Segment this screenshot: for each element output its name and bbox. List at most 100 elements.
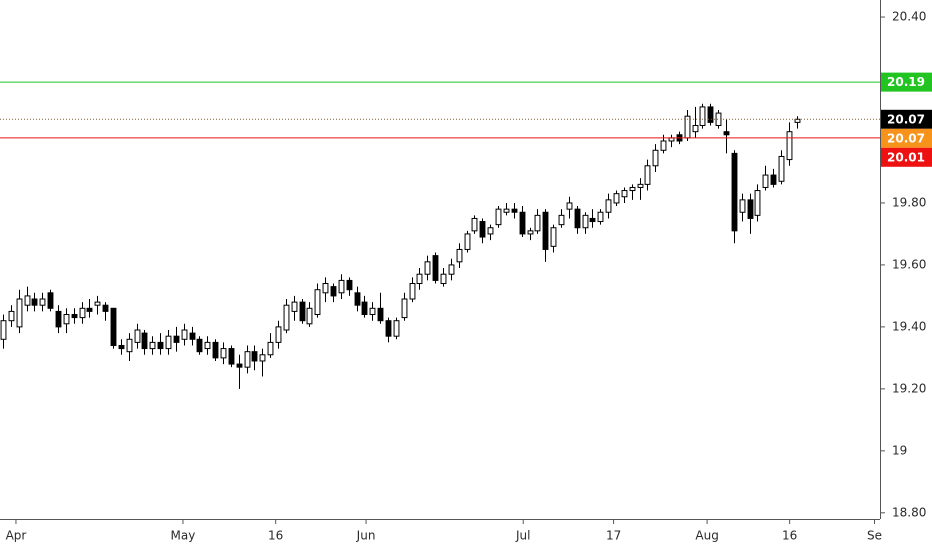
candle-body xyxy=(283,304,290,331)
level-label-bg xyxy=(881,109,932,129)
candle-body xyxy=(196,338,203,353)
x-tick-label: Apr xyxy=(6,529,27,543)
candle-body xyxy=(605,199,612,213)
candle-body xyxy=(377,307,384,322)
candle-body xyxy=(660,140,667,151)
candle-body xyxy=(314,289,321,315)
candle-body xyxy=(416,273,423,285)
candle-body xyxy=(204,341,211,350)
candle-body xyxy=(47,292,54,309)
candle-body xyxy=(228,348,235,365)
candle-body xyxy=(637,183,644,188)
candle-body xyxy=(794,118,801,123)
candle-body xyxy=(393,320,400,337)
level-label: 20.19 xyxy=(887,75,925,89)
candle-body xyxy=(503,208,510,213)
candle-body xyxy=(582,214,589,229)
candle-body xyxy=(306,307,313,325)
candle-body xyxy=(63,313,70,325)
candle-body xyxy=(369,307,376,315)
x-tick-label: 16 xyxy=(782,529,797,543)
candle-body xyxy=(385,320,392,337)
level-label-bg xyxy=(881,72,932,92)
candle-body xyxy=(330,286,337,297)
y-tick-label: 19 xyxy=(892,443,907,457)
candle-body xyxy=(747,199,754,219)
candle-body xyxy=(652,149,659,167)
candle-body xyxy=(346,279,353,291)
candle-body xyxy=(401,298,408,319)
candle-body xyxy=(0,320,7,340)
level-label-bg xyxy=(881,128,932,148)
candle-body xyxy=(542,211,549,250)
candle-body xyxy=(440,273,447,285)
candle-body xyxy=(409,283,416,300)
candle-body xyxy=(212,341,219,359)
candle-body xyxy=(55,310,62,328)
y-tick-label: 20.40 xyxy=(892,10,926,24)
candle-body xyxy=(692,124,699,133)
candle-body xyxy=(456,248,463,263)
x-tick-label: Aug xyxy=(695,529,718,543)
x-tick-label: Jun xyxy=(356,529,376,543)
candle-body xyxy=(259,354,266,362)
candle-body xyxy=(267,341,274,356)
candle-body xyxy=(464,233,471,250)
y-tick-label: 19.60 xyxy=(892,257,926,271)
candle-body xyxy=(479,221,486,238)
candle-body xyxy=(361,301,368,315)
candle-body xyxy=(707,106,714,123)
candle-body xyxy=(448,264,455,275)
level-label-bg xyxy=(881,147,932,167)
x-tick-label: 16 xyxy=(268,529,283,543)
candle-body xyxy=(558,214,565,226)
candle-body xyxy=(338,279,345,294)
candle-body xyxy=(566,202,573,210)
candle-body xyxy=(94,301,101,306)
level-label: 20.07 xyxy=(887,112,925,126)
candle-body xyxy=(629,186,636,192)
candle-body xyxy=(322,283,329,294)
candle-body xyxy=(102,304,109,312)
candle-body xyxy=(739,199,746,213)
candle-body xyxy=(762,174,769,188)
candle-body xyxy=(244,351,251,368)
candle-body xyxy=(8,310,15,322)
candle-body xyxy=(487,227,494,235)
x-tick-label: May xyxy=(171,529,196,543)
candle-body xyxy=(275,326,282,343)
candle-body xyxy=(71,313,78,319)
candle-body xyxy=(189,332,196,340)
y-tick-label: 19.80 xyxy=(892,195,926,209)
candle-body xyxy=(723,131,730,136)
candle-body xyxy=(786,131,793,161)
y-tick-label: 19.20 xyxy=(892,381,926,395)
candle-body xyxy=(165,335,172,350)
x-tick-label: Se xyxy=(867,529,882,543)
candle-body xyxy=(291,301,298,312)
candle-body xyxy=(597,211,604,223)
candle-body xyxy=(299,301,306,322)
level-label: 20.01 xyxy=(887,150,925,164)
candle-body xyxy=(511,208,518,213)
candle-body xyxy=(770,174,777,185)
candle-body xyxy=(24,295,31,306)
candle-body xyxy=(424,261,431,275)
candle-body xyxy=(589,217,596,223)
candle-body xyxy=(173,335,180,343)
candle-body xyxy=(644,165,651,185)
candle-body xyxy=(527,230,534,235)
candle-body xyxy=(699,106,706,126)
candle-body xyxy=(149,341,156,350)
y-tick-label: 18.80 xyxy=(892,505,926,519)
candle-body xyxy=(519,211,526,235)
candle-body xyxy=(574,208,581,229)
candle-body xyxy=(354,292,361,306)
x-tick-label: 17 xyxy=(606,529,621,543)
level-label: 20.07 xyxy=(887,131,925,145)
candle-body xyxy=(31,298,38,306)
candle-body xyxy=(181,329,188,340)
candle-body xyxy=(432,255,439,281)
